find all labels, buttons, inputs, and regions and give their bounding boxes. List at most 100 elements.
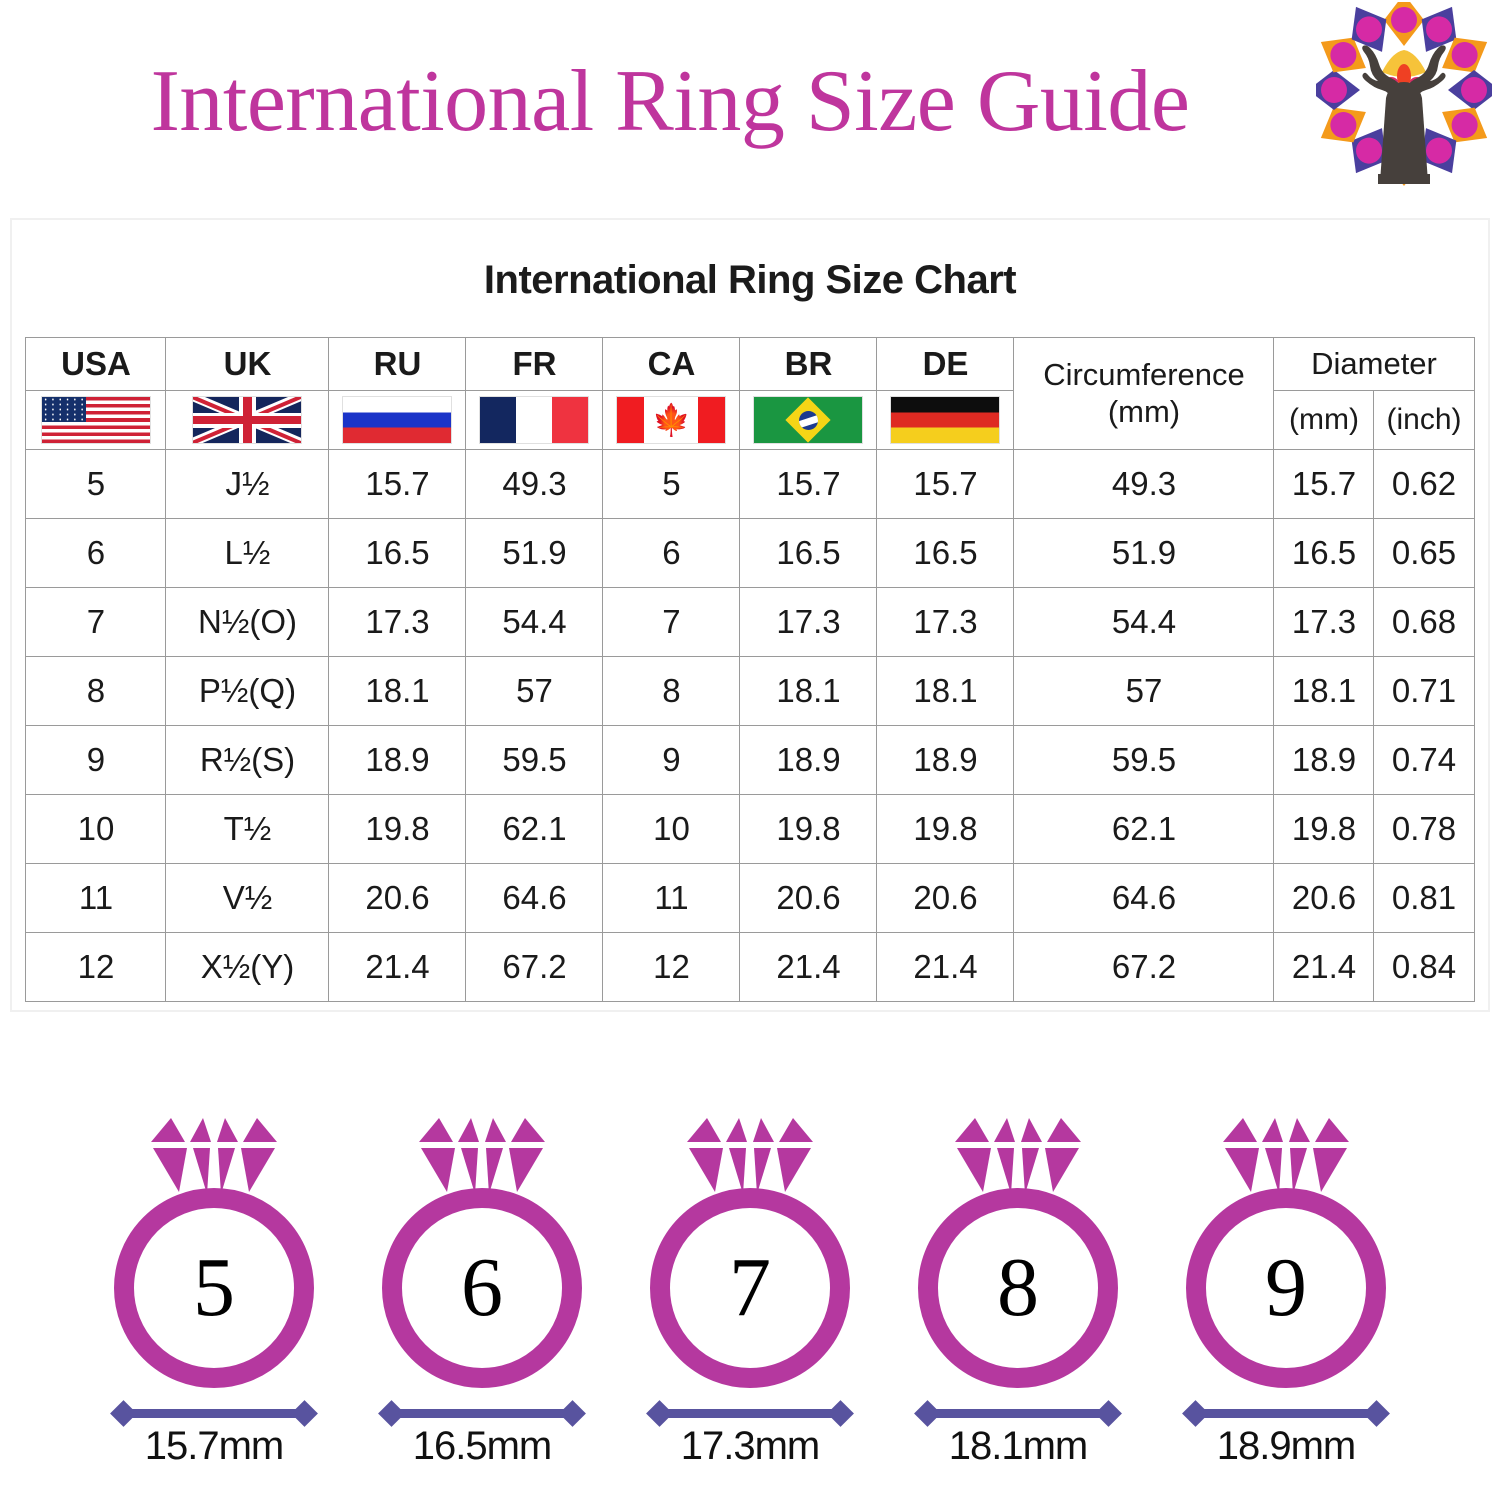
cell-dia_in: 0.81 [1373,863,1475,933]
col-header-ca: CA [602,337,741,391]
cell-dia_in: 0.74 [1373,725,1475,795]
cell-circ: 67.2 [1013,932,1275,1002]
cell-dia_in: 0.71 [1373,656,1475,726]
cell-usa: 10 [25,794,167,864]
diamond-gem-icon [149,1116,279,1198]
cell-dia_in: 0.78 [1373,794,1475,864]
col-header-br: BR [739,337,878,391]
col-header-de: DE [876,337,1015,391]
cell-dia_mm: 21.4 [1273,932,1375,1002]
cell-br: 15.7 [739,449,878,519]
cell-de: 17.3 [876,587,1015,657]
cell-ca: 5 [602,449,741,519]
cell-fr: 67.2 [465,932,604,1002]
measure-cap-right [291,1400,318,1427]
cell-dia_mm: 15.7 [1273,449,1375,519]
table-row: 7 N½(O) 17.3 54.4 7 17.3 17.3 54.4 17.3 0.68 [25,587,1475,657]
flag-cell-uk [165,390,330,450]
cell-dia_in: 0.84 [1373,932,1475,1002]
cell-ca: 10 [602,794,741,864]
measure-line [392,1409,572,1418]
col-header-fr: FR [465,337,604,391]
cell-ru: 15.7 [328,449,467,519]
table-row: 8 P½(Q) 18.1 57 8 18.1 18.1 57 18.1 0.71 [25,656,1475,726]
cell-dia_mm: 18.1 [1273,656,1375,726]
cell-fr: 59.5 [465,725,604,795]
ring-illustration: 5 15.7mm [104,1108,324,1500]
table-header-row-flags: 🍁 (mm) (inch) [25,390,1475,450]
ring-illustration: 8 18.1mm [908,1108,1128,1500]
cell-usa: 11 [25,863,167,933]
table-row: 10 T½ 19.8 62.1 10 19.8 19.8 62.1 19.8 0.78 [25,794,1475,864]
ring-size-number: 6 [461,1241,503,1334]
cell-br: 17.3 [739,587,878,657]
cell-usa: 12 [25,932,167,1002]
uk-flag-icon [193,397,302,443]
cell-circ: 49.3 [1013,449,1275,519]
cell-de: 21.4 [876,932,1015,1002]
cell-circ: 62.1 [1013,794,1275,864]
cell-ru: 18.1 [328,656,467,726]
table-row: 5 J½ 15.7 49.3 5 15.7 15.7 49.3 15.7 0.62 [25,449,1475,519]
cell-de: 18.9 [876,725,1015,795]
cell-br: 20.6 [739,863,878,933]
flag-cell-ru [328,390,467,450]
measure-cap-right [827,1400,854,1427]
circumference-line1: Circumference [1043,356,1245,392]
cell-circ: 54.4 [1013,587,1275,657]
cell-br: 21.4 [739,932,878,1002]
cell-de: 19.8 [876,794,1015,864]
ring-size-chart-frame: International Ring Size Chart USA UK RU … [10,218,1490,1012]
cell-ru: 20.6 [328,863,467,933]
diameter-label: 17.3mm [680,1424,821,1468]
diamond-gem-icon [953,1116,1083,1198]
cell-uk: T½ [165,794,330,864]
flag-cell-fr [465,390,604,450]
measure-line [1196,1409,1376,1418]
cell-de: 16.5 [876,518,1015,588]
ring-size-number: 8 [997,1241,1039,1334]
cell-uk: V½ [165,863,330,933]
page-header: International Ring Size Guide [0,0,1500,200]
ring-band [1186,1188,1386,1388]
cell-uk: N½(O) [165,587,330,657]
col-header-uk: UK [165,337,330,391]
col-header-usa: USA [25,337,167,391]
measure-line [928,1409,1108,1418]
measure-line [124,1409,304,1418]
cell-fr: 54.4 [465,587,604,657]
france-flag-icon [480,397,589,443]
measure-cap-right [559,1400,586,1427]
usa-flag-icon [41,397,150,443]
measure-cap-right [1363,1400,1390,1427]
ring-illustration: 7 17.3mm [640,1108,860,1500]
cell-ru: 19.8 [328,794,467,864]
col-header-ru: RU [328,337,467,391]
cell-usa: 5 [25,449,167,519]
cell-dia_mm: 18.9 [1273,725,1375,795]
diameter-measure-bar [110,1400,318,1427]
cell-ru: 17.3 [328,587,467,657]
cell-fr: 62.1 [465,794,604,864]
cell-de: 15.7 [876,449,1015,519]
col-header-diameter: Diameter [1273,337,1475,391]
table-row: 9 R½(S) 18.9 59.5 9 18.9 18.9 59.5 18.9 0.74 [25,725,1475,795]
ring-size-number: 7 [729,1241,771,1334]
page-title: International Ring Size Guide [150,53,1190,150]
cell-usa: 7 [25,587,167,657]
ring-size-number: 9 [1265,1241,1307,1334]
cell-uk: R½(S) [165,725,330,795]
cell-ca: 7 [602,587,741,657]
cell-ca: 11 [602,863,741,933]
diamond-gem-icon [1221,1116,1351,1198]
cell-ru: 16.5 [328,518,467,588]
cell-dia_in: 0.68 [1373,587,1475,657]
cell-ru: 21.4 [328,932,467,1002]
measure-cap-right [1095,1400,1122,1427]
diameter-label: 18.9mm [1216,1424,1357,1468]
cell-circ: 57 [1013,656,1275,726]
russia-flag-icon [343,397,452,443]
table-row: 6 L½ 16.5 51.9 6 16.5 16.5 51.9 16.5 0.65 [25,518,1475,588]
canada-flag-icon: 🍁 [617,397,726,443]
cell-uk: P½(Q) [165,656,330,726]
